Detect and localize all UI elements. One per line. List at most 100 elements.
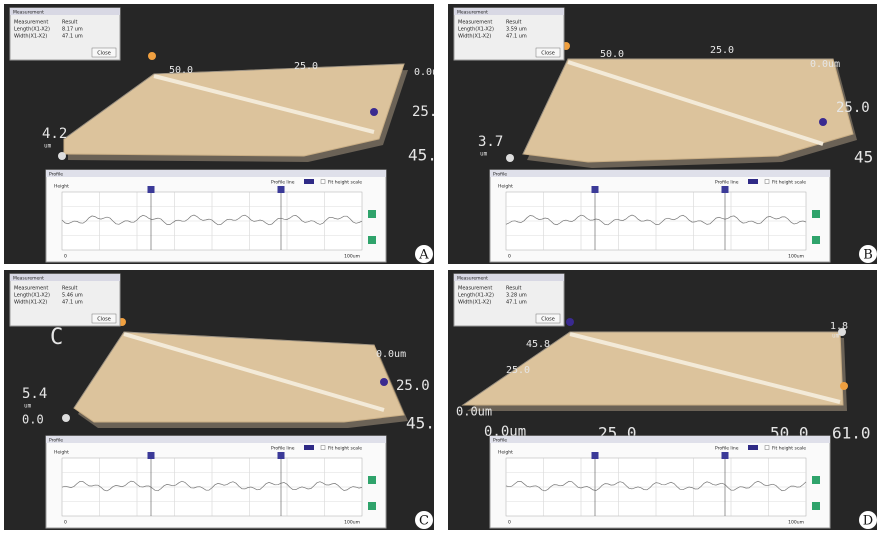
level-handle[interactable]: [368, 502, 376, 510]
cursor-handle[interactable]: [148, 186, 155, 193]
column-header: Result: [506, 286, 521, 292]
axis-label: 25.0: [412, 104, 434, 120]
axis-label: 0.0: [22, 413, 44, 427]
handle: [370, 108, 378, 116]
level-handle[interactable]: [812, 476, 820, 484]
measurement-cell: Length(X1-X2): [14, 293, 50, 299]
cursor-handle[interactable]: [722, 452, 729, 459]
level-handle[interactable]: [368, 210, 376, 218]
measurement-cell: Width(X1-X2): [14, 300, 47, 306]
profile-line-swatch[interactable]: [748, 445, 758, 450]
axis-label: um: [24, 403, 32, 410]
handle: [58, 152, 66, 160]
cursor-handle[interactable]: [278, 452, 285, 459]
window-title: Measurement: [457, 10, 488, 16]
measurement-cell: 3.28 um: [506, 293, 527, 299]
axis-label: 0.0um: [456, 405, 492, 419]
handle: [566, 318, 574, 326]
window-title: Profile: [493, 438, 507, 444]
viewer-panel: C5.4um0.00.0um25.045.8MeasurementMeasure…: [4, 270, 434, 530]
panel-letter: D: [863, 514, 873, 529]
panel-letter: B: [863, 248, 873, 263]
measurement-cell: Width(X1-X2): [14, 34, 47, 40]
y-axis-label: Height: [54, 450, 69, 456]
measurement-cell: 3.59 um: [506, 27, 527, 33]
cursor-handle[interactable]: [278, 186, 285, 193]
window-title: Profile: [49, 438, 63, 444]
axis-label: 45.8: [408, 146, 434, 165]
profile-line-swatch[interactable]: [748, 179, 758, 184]
axis-label: 25.0: [710, 45, 734, 56]
measurement-cell: 5.46 um: [62, 293, 83, 299]
axis-label: 50.0: [169, 65, 193, 76]
cursor-handle[interactable]: [592, 452, 599, 459]
title-bar: [490, 436, 830, 443]
close-button-label[interactable]: Close: [541, 51, 555, 57]
measurement-cell: 47.1 um: [506, 34, 527, 40]
fit-checkbox[interactable]: [765, 446, 769, 450]
y-axis-label: Height: [498, 184, 513, 190]
window-title: Measurement: [457, 276, 488, 282]
close-button-label[interactable]: Close: [97, 51, 111, 57]
close-button-label[interactable]: Close: [97, 317, 111, 323]
surface: [523, 59, 853, 162]
control-label: Fit height scale: [772, 180, 806, 186]
fit-checkbox[interactable]: [765, 180, 769, 184]
window-title: Measurement: [13, 10, 44, 16]
column-header: Measurement: [458, 286, 492, 292]
level-handle[interactable]: [368, 236, 376, 244]
cursor-handle[interactable]: [592, 186, 599, 193]
fit-checkbox[interactable]: [321, 180, 325, 184]
window-title: Profile: [49, 172, 63, 178]
axis-label: 25.0: [294, 61, 318, 72]
axis-label: 25.0: [836, 100, 870, 116]
title-bar: [46, 170, 386, 177]
measurement-cell: Length(X1-X2): [458, 27, 494, 33]
axis-label: 25.0: [396, 378, 430, 394]
handle: [148, 52, 156, 60]
handle: [819, 118, 827, 126]
level-handle[interactable]: [812, 236, 820, 244]
handle: [506, 154, 514, 162]
fit-checkbox[interactable]: [321, 446, 325, 450]
axis-label: 0.0um: [414, 67, 434, 78]
measurement-cell: 47.1 um: [62, 34, 83, 40]
measurement-cell: 47.1 um: [62, 300, 83, 306]
level-handle[interactable]: [812, 502, 820, 510]
axis-label: 5.4: [22, 386, 47, 402]
axis-label: 0.0um: [810, 59, 840, 70]
column-header: Result: [506, 20, 521, 26]
x-axis-label: 0: [64, 254, 67, 260]
axis-label: 3.7: [478, 134, 503, 150]
column-header: Result: [62, 20, 77, 26]
axis-label: 45.: [854, 148, 877, 167]
handle: [62, 414, 70, 422]
axis-label: 0.0um: [376, 349, 406, 360]
axis-label: 45.8: [406, 414, 434, 433]
column-header: Measurement: [14, 286, 48, 292]
close-button-label[interactable]: Close: [541, 317, 555, 323]
level-handle[interactable]: [812, 210, 820, 218]
title-bar: [490, 170, 830, 177]
y-axis-label: Height: [54, 184, 69, 190]
profile-line-swatch[interactable]: [304, 445, 314, 450]
title-bar: [46, 436, 386, 443]
control-label: Fit height scale: [772, 446, 806, 452]
control-label: Fit height scale: [328, 446, 362, 452]
axis-label: um: [832, 333, 840, 340]
axis-label: 4.2: [42, 126, 67, 142]
measurement-cell: Width(X1-X2): [458, 34, 491, 40]
panel-letter: A: [418, 248, 429, 263]
cursor-handle[interactable]: [148, 452, 155, 459]
profile-line-swatch[interactable]: [304, 179, 314, 184]
control-label: Profile line: [271, 446, 295, 452]
x-axis-label: 0: [64, 520, 67, 526]
level-handle[interactable]: [368, 476, 376, 484]
cursor-handle[interactable]: [722, 186, 729, 193]
axis-label: 50.0: [600, 49, 624, 60]
x-axis-label: 100um: [344, 520, 360, 526]
y-axis-label: Height: [498, 450, 513, 456]
axis-label: C: [50, 325, 63, 350]
